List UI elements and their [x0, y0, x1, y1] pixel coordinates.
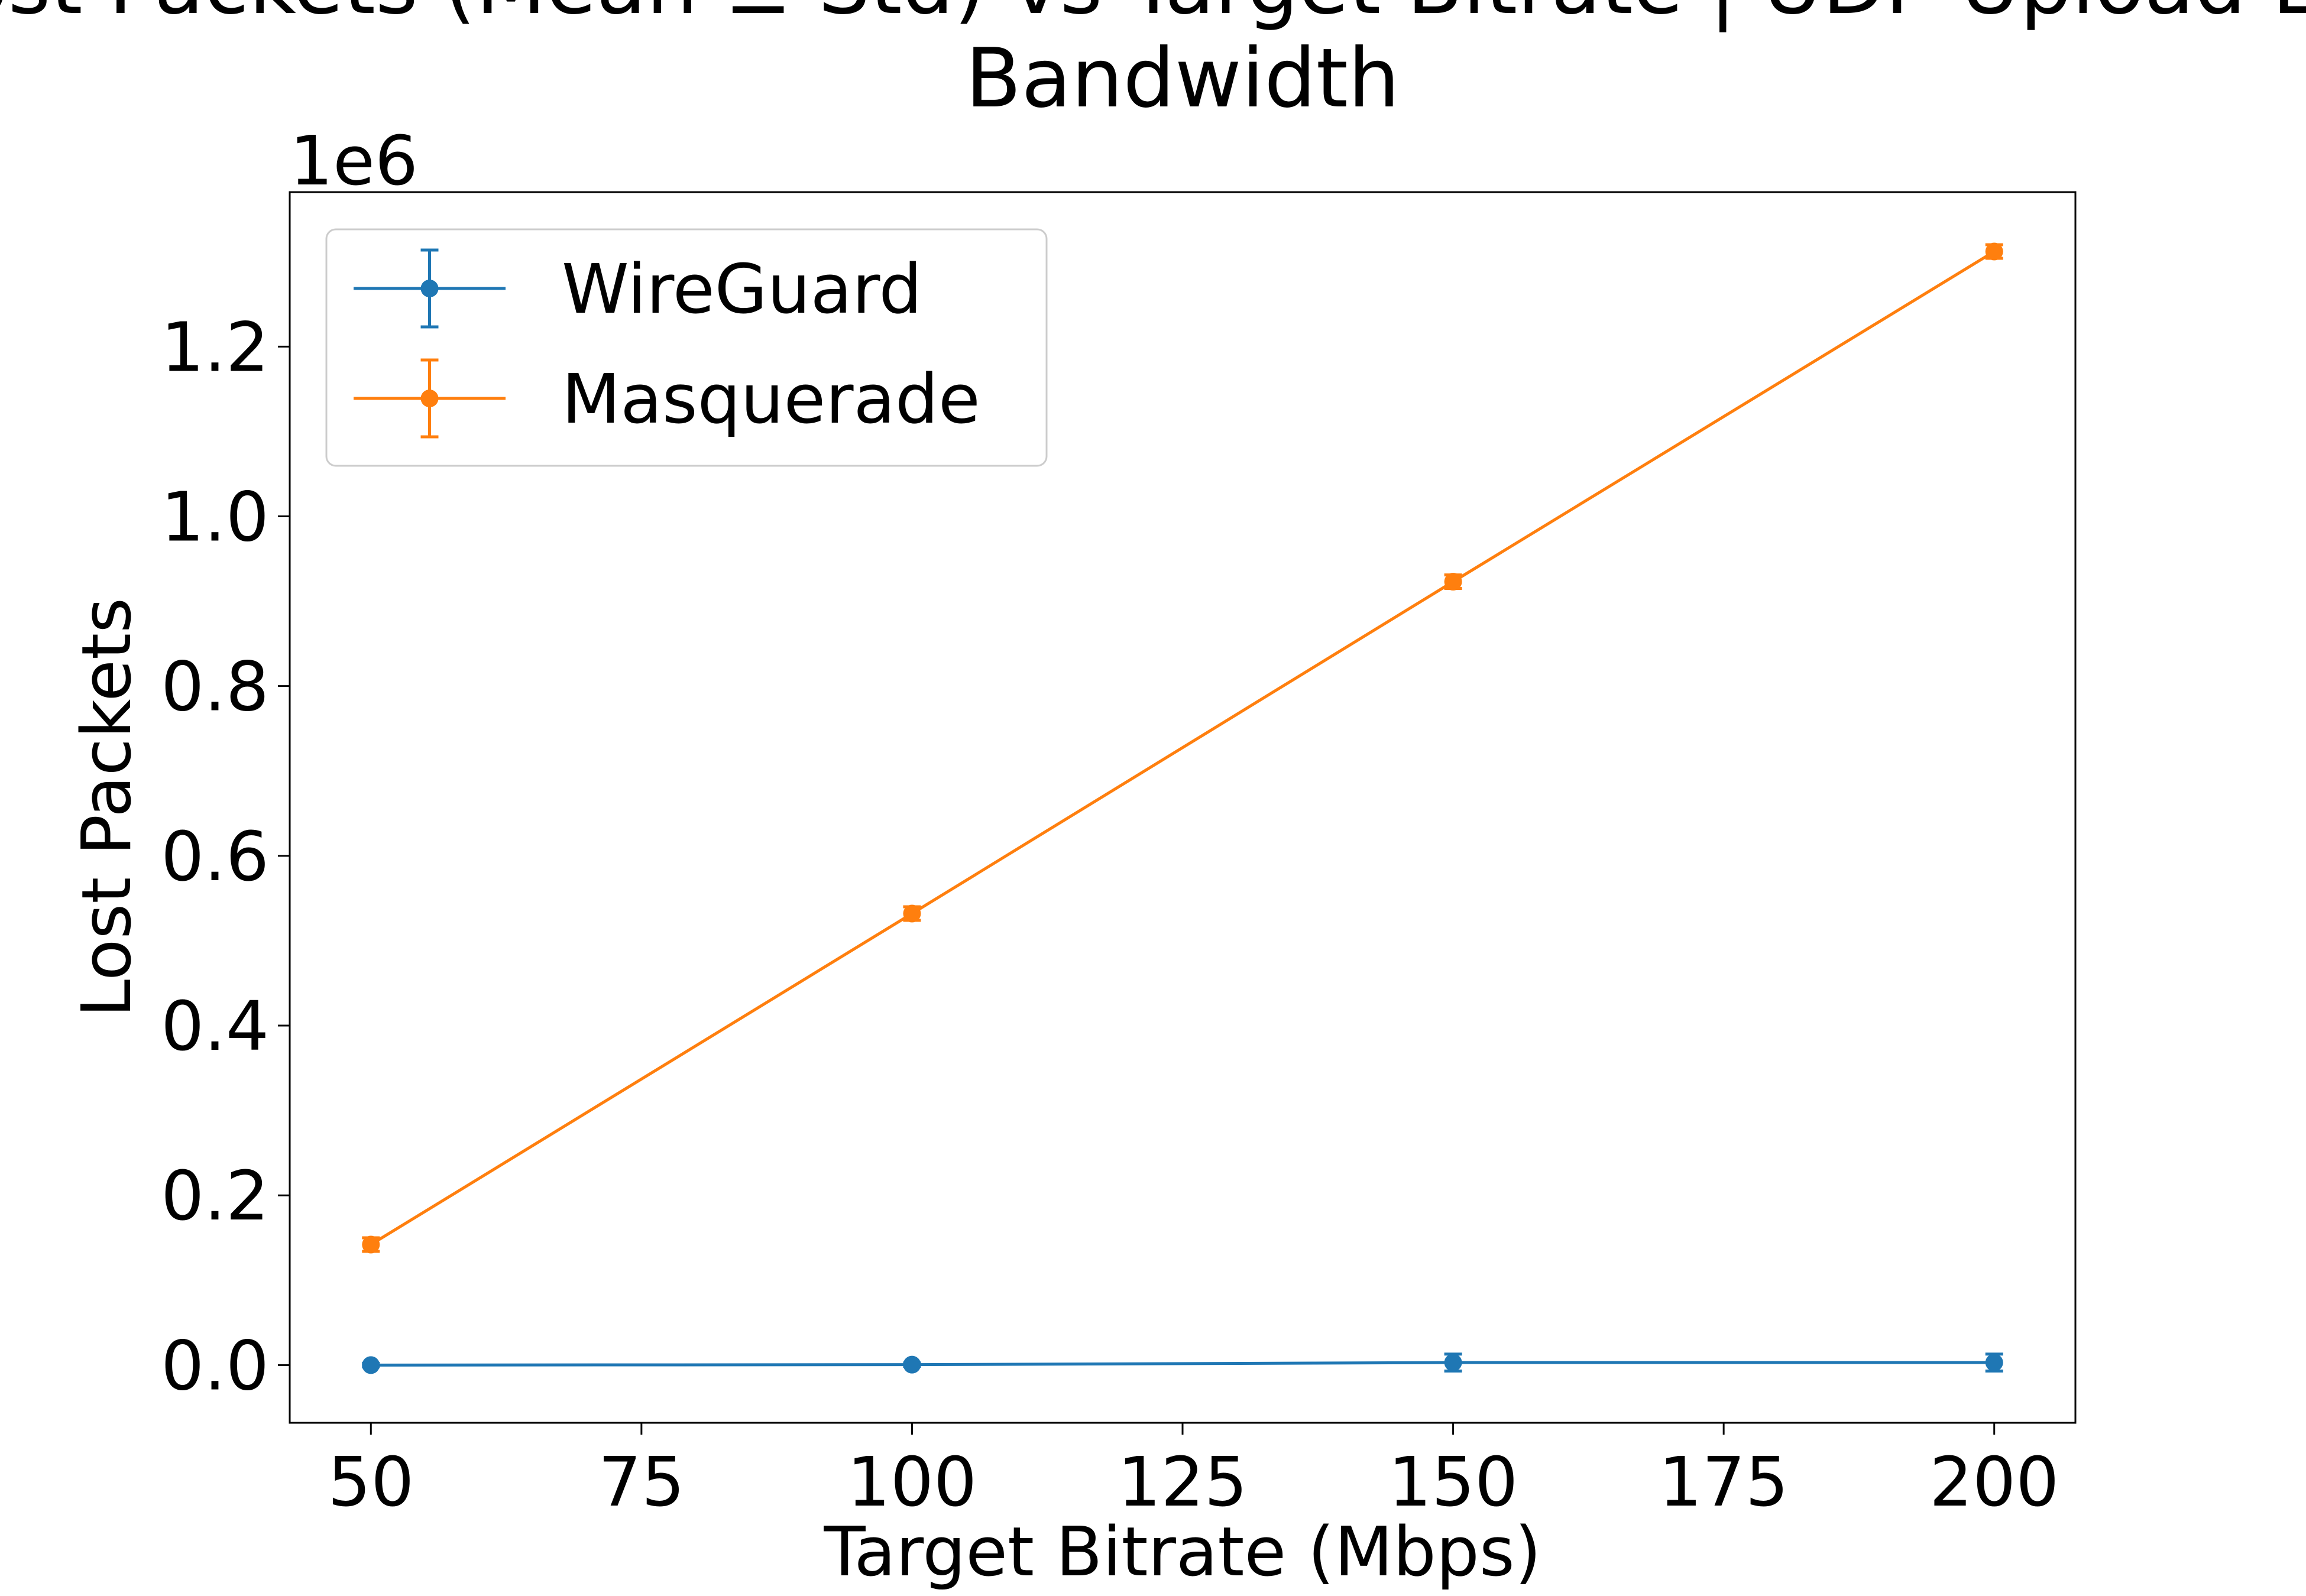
series-layer [362, 242, 2003, 1374]
y-tick-label: 0.6 [161, 818, 269, 897]
y-axis-label: Lost Packets [67, 598, 147, 1017]
legend-marker [420, 390, 439, 407]
y-tick-label: 1.2 [161, 308, 269, 387]
chart-title-line-2: Bandwidth [966, 31, 1400, 126]
y-tick-label: 1.0 [161, 478, 269, 557]
chart-title-line-1: Lost Packets (Mean ± Std) vs Target Bitr… [0, 0, 2306, 33]
legend-label-wireguard: WireGuard [562, 250, 922, 329]
data-point [362, 1356, 380, 1374]
data-point [1444, 1354, 1462, 1372]
data-point [903, 1355, 921, 1374]
y-axis-ticks: 0.0 0.2 0.4 0.6 0.8 1.0 1.2 [161, 308, 290, 1406]
legend: WireGuard Masquerade [325, 228, 1048, 467]
x-axis-label: Target Bitrate (Mbps) [823, 1513, 1541, 1592]
legend-marker [420, 280, 439, 297]
y-axis-offset-label: 1e6 [290, 122, 418, 201]
legend-frame [325, 228, 1048, 467]
y-tick-label: 0.8 [161, 648, 269, 727]
legend-label-masquerade: Masquerade [562, 360, 980, 439]
x-tick-label: 75 [598, 1443, 685, 1522]
data-point [1444, 573, 1462, 591]
x-tick-label: 175 [1659, 1443, 1789, 1522]
x-axis-ticks: 50 75 100 125 150 175 200 [328, 1423, 2059, 1522]
y-tick-label: 0.2 [161, 1157, 269, 1236]
series-line-masquerade [370, 250, 1996, 1246]
x-tick-label: 150 [1388, 1443, 1518, 1522]
data-point [1985, 242, 2003, 261]
x-tick-label: 50 [328, 1443, 414, 1522]
x-tick-label: 100 [847, 1443, 977, 1522]
y-tick-label: 0.4 [161, 987, 269, 1066]
x-tick-label: 200 [1929, 1443, 2059, 1522]
series-line-wireguard [371, 1361, 1994, 1367]
data-point [1985, 1354, 2003, 1372]
chart-title: Lost Packets (Mean ± Std) vs Target Bitr… [0, 0, 2306, 126]
x-tick-label: 125 [1118, 1443, 1248, 1522]
data-point [362, 1235, 380, 1254]
y-tick-label: 0.0 [161, 1326, 269, 1406]
data-point [903, 904, 921, 923]
